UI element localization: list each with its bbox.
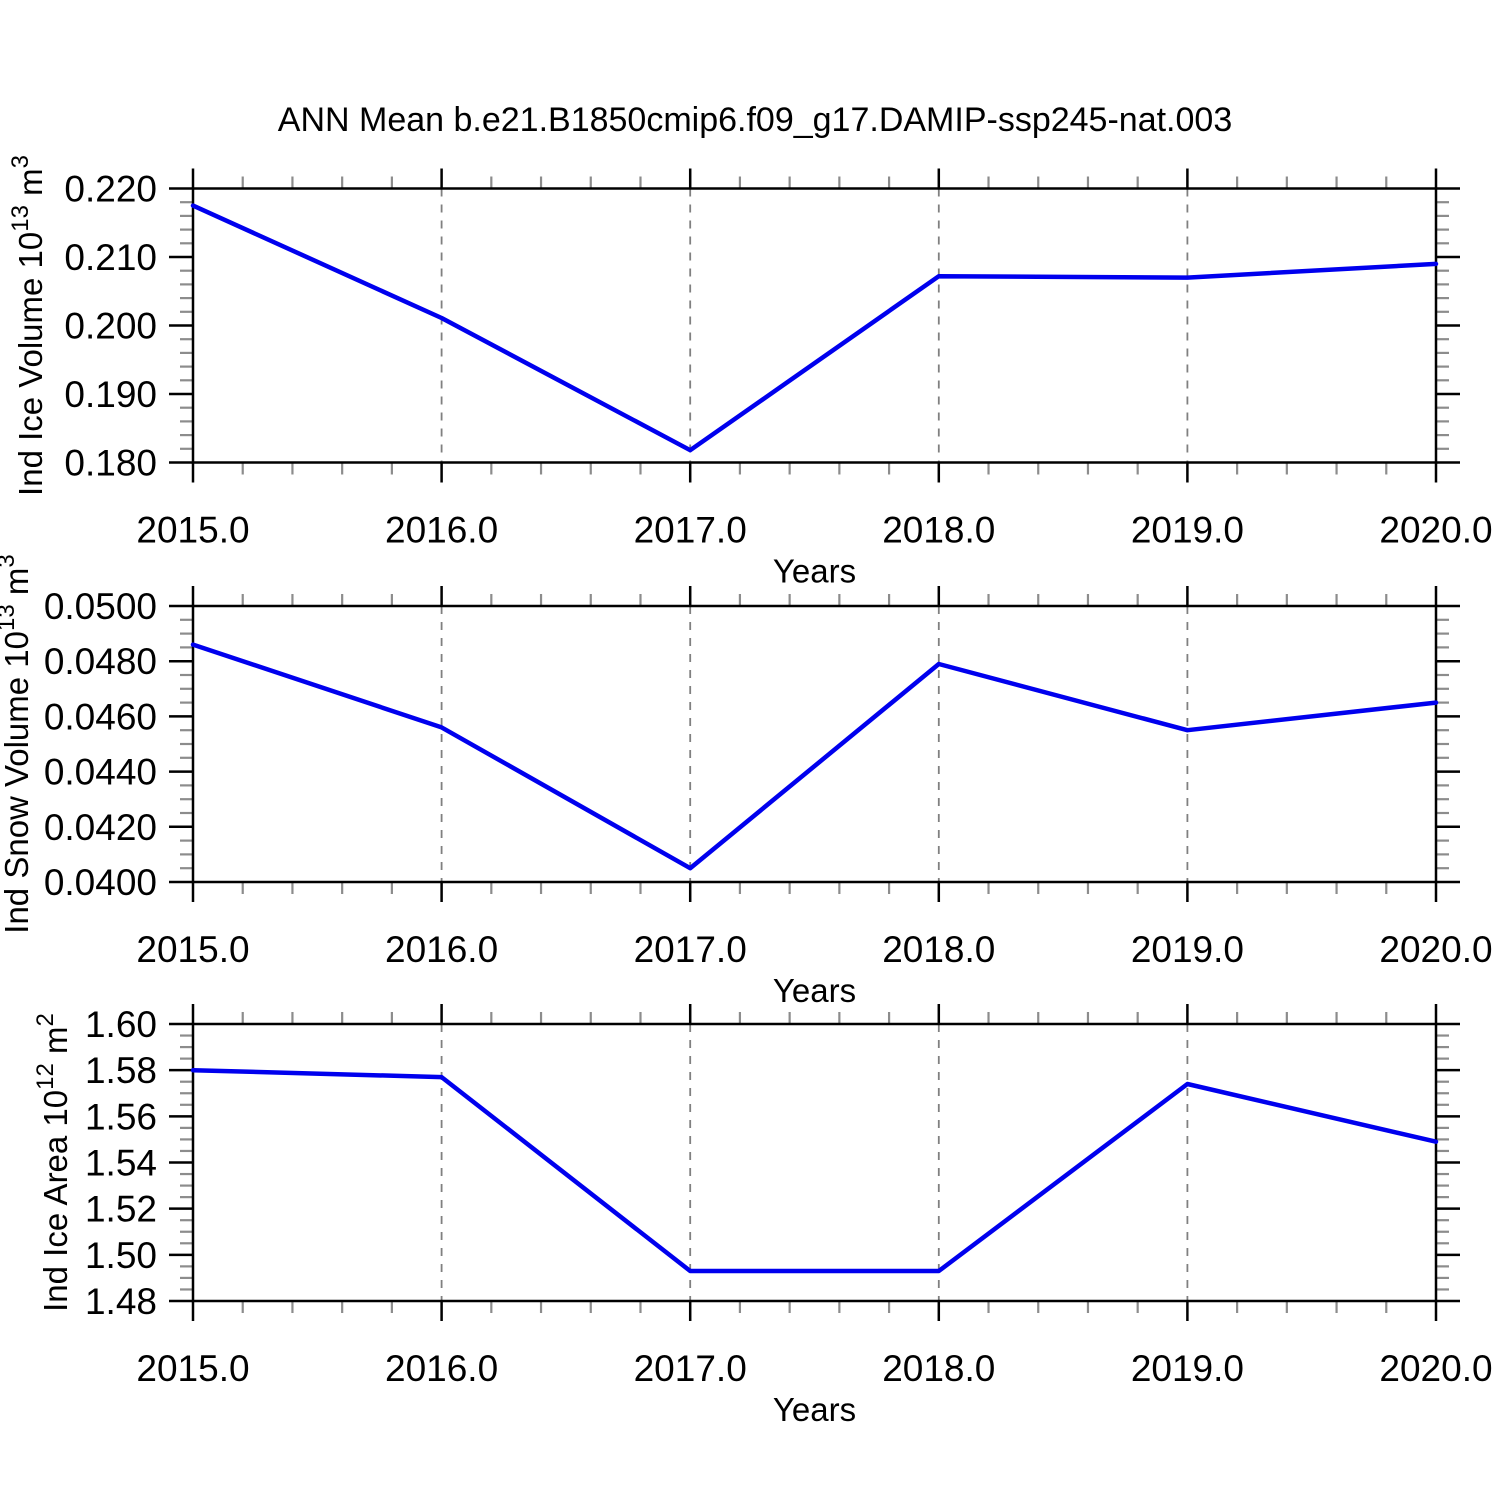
data-line-ind-ice-area [190,1067,1439,1274]
y-tick-label: 0.0400 [44,862,157,903]
y-axis-title: Ind Snow Volume 1013 m3 [0,554,35,933]
axis-frame [191,604,1438,884]
y-tick-label: 0.0480 [44,641,157,682]
x-tick-label: 2015.0 [136,510,249,551]
y-tick-label: 0.190 [64,374,157,415]
x-axis-title-years: Years [773,972,856,1009]
y-tick-label: 0.200 [64,306,157,347]
x-tick-label: 2015.0 [136,1348,249,1389]
x-tick-label: 2015.0 [136,929,249,970]
panel-ind-ice-volume: 2015.0 2016.0 2017.0 2018.0 2019.0 2020.0 0.22… [7,155,1493,589]
x-tick-label: 2018.0 [882,1348,995,1389]
y-axis-title: Ind Ice Volume 1013 m3 [7,155,49,496]
x-axis-title-years: Years [773,553,856,590]
y-tick-label: 0.220 [64,169,157,210]
y-axis-title: Ind Ice Area 1012 m2 [32,1013,74,1312]
y-tick-label: 0.0500 [44,586,157,627]
y-tick-label: 0.210 [64,237,157,278]
x-tick-label: 2019.0 [1131,510,1244,551]
axis-frame [191,1022,1438,1303]
panel-ind-ice-area: 2015.0 2016.0 2017.0 2018.0 2019.0 2020.0 1.60… [32,1004,1493,1428]
y-tick-label: 0.180 [64,443,157,484]
x-tick-label: 2019.0 [1131,929,1244,970]
y-tick-label: 0.0420 [44,807,157,848]
x-tick-label: 2018.0 [882,510,995,551]
y-tick-label: 1.60 [85,1004,157,1045]
y-tick-label: 1.48 [85,1281,157,1322]
x-tick-label: 2020.0 [1379,510,1492,551]
y-tick-label: 1.56 [85,1096,157,1137]
x-tick-label: 2016.0 [385,1348,498,1389]
y-tick-label: 0.0460 [44,696,157,737]
data-line-ind-ice-volume [190,203,1439,453]
x-tick-label: 2017.0 [634,510,747,551]
y-tick-label: 1.58 [85,1050,157,1091]
x-tick-label: 2016.0 [385,510,498,551]
x-tick-label: 2017.0 [634,1348,747,1389]
chart-title: ANN Mean b.e21.B1850cmip6.f09_g17.DAMIP-… [278,101,1232,139]
x-tick-label: 2019.0 [1131,1348,1244,1389]
y-tick-label: 1.50 [85,1235,157,1276]
panel-ind-snow-volume: 2015.0 2016.0 2017.0 2018.0 2019.0 2020.0 0.05… [0,554,1493,1009]
y-tick-label: 1.52 [85,1189,157,1230]
x-tick-label: 2020.0 [1379,1348,1492,1389]
x-tick-label: 2020.0 [1379,929,1492,970]
x-tick-label: 2017.0 [634,929,747,970]
x-tick-label: 2016.0 [385,929,498,970]
x-axis-title-years: Years [773,1391,856,1428]
y-tick-label: 1.54 [85,1143,157,1184]
data-line-ind-snow-volume [190,642,1439,871]
axis-frame [191,187,1438,464]
x-tick-label: 2018.0 [882,929,995,970]
y-tick-label: 0.0440 [44,752,157,793]
